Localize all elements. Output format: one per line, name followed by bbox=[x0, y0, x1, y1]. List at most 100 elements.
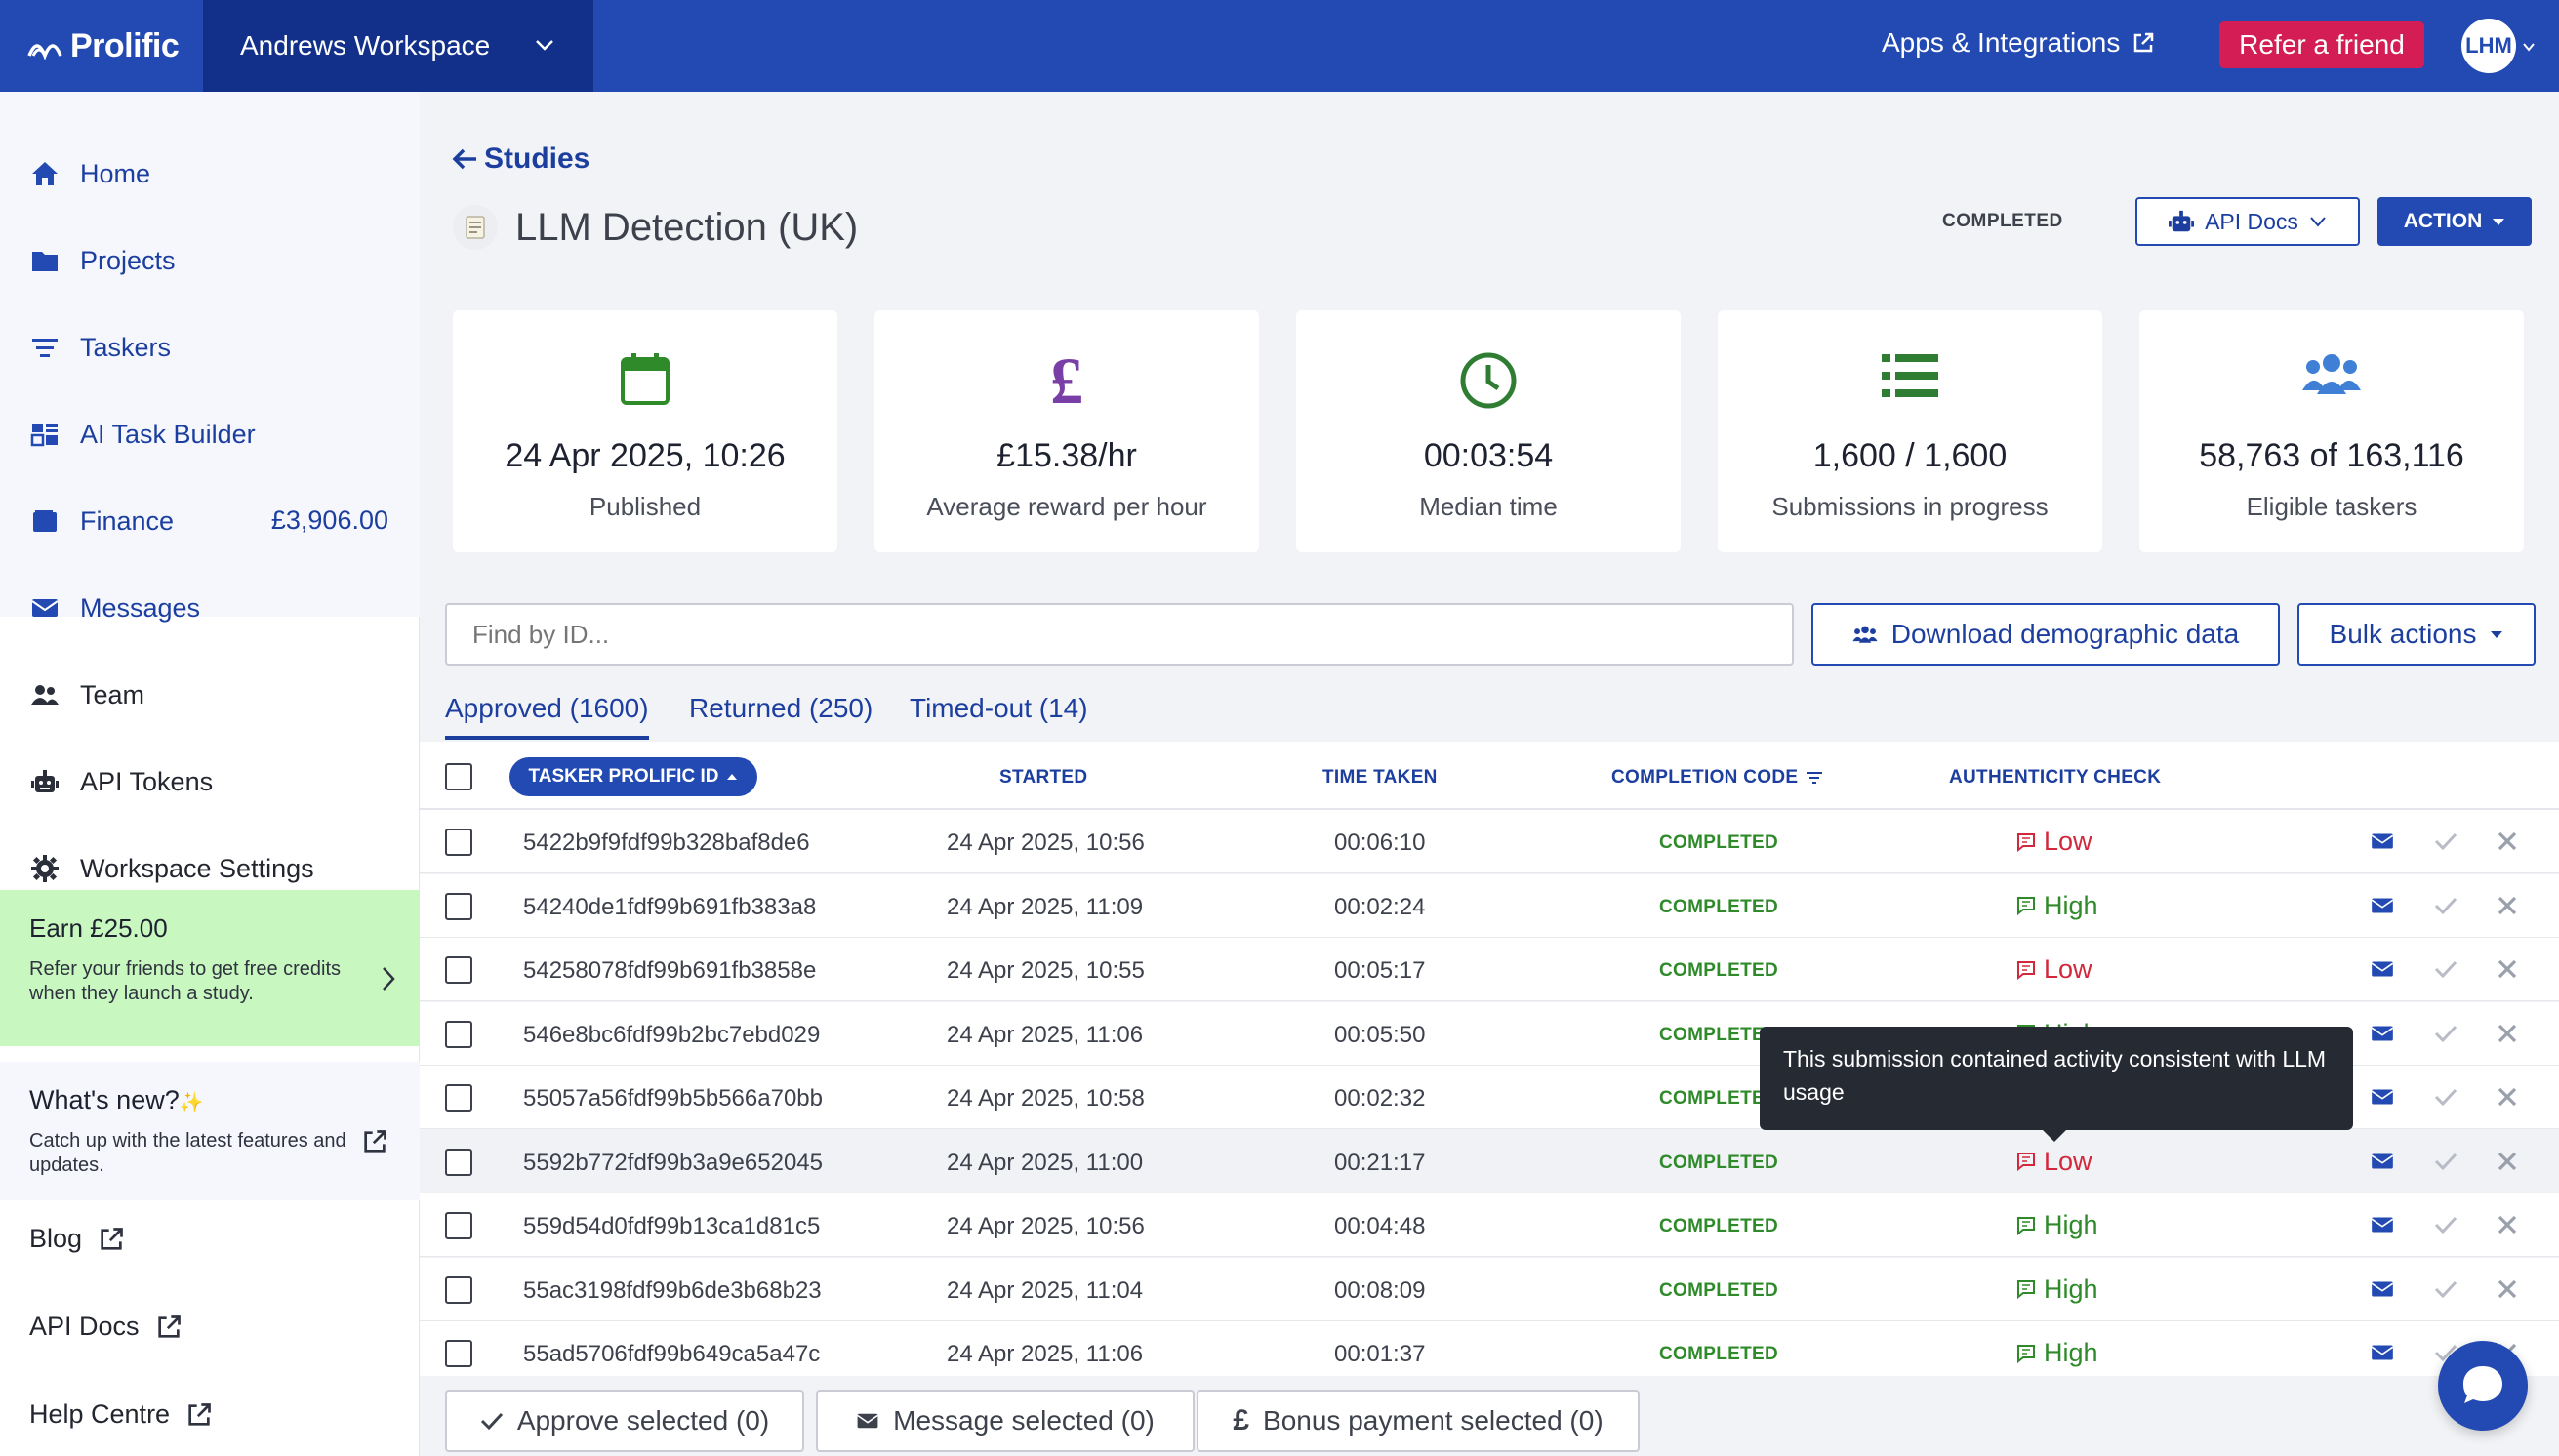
column-header-authenticity[interactable]: AUTHENTICITY CHECK bbox=[1949, 767, 2162, 788]
row-checkbox[interactable] bbox=[445, 1275, 472, 1304]
table-row[interactable]: 54258078fdf99b691fb3858e 24 Apr 2025, 10:… bbox=[420, 938, 2559, 1001]
api-docs-button[interactable]: API Docs bbox=[2135, 197, 2360, 246]
bonus-payment-button[interactable]: £ Bonus payment selected (0) bbox=[1197, 1390, 1640, 1452]
row-checkbox[interactable] bbox=[445, 1212, 472, 1239]
row-checkbox[interactable] bbox=[445, 1020, 472, 1048]
avatar[interactable]: LHM bbox=[2461, 19, 2516, 73]
select-all-checkbox[interactable] bbox=[445, 763, 472, 790]
reject-row-button[interactable] bbox=[2497, 1214, 2518, 1240]
approve-row-button[interactable] bbox=[2434, 1024, 2457, 1048]
sidebar-item-finance[interactable]: Finance £3,906.00 bbox=[0, 482, 420, 560]
message-row-button[interactable] bbox=[2370, 896, 2395, 920]
download-demographic-button[interactable]: Download demographic data bbox=[1811, 603, 2280, 666]
search-input[interactable] bbox=[445, 603, 1794, 666]
sidebar-item-messages[interactable]: Messages bbox=[0, 569, 420, 647]
prolific-logo[interactable]: Prolific bbox=[27, 23, 180, 68]
sidebar-link-api-docs[interactable]: API Docs bbox=[29, 1312, 183, 1342]
approve-row-button[interactable] bbox=[2434, 1215, 2457, 1239]
row-checkbox[interactable] bbox=[445, 1084, 472, 1112]
row-checkbox[interactable] bbox=[445, 892, 472, 920]
table-row[interactable]: 5592b772fdf99b3a9e652045 24 Apr 2025, 11:… bbox=[420, 1129, 2559, 1193]
time-taken: 00:21:17 bbox=[1334, 1149, 1426, 1176]
flag-comment-icon bbox=[2017, 1344, 2035, 1363]
gear-icon bbox=[29, 853, 61, 884]
reject-row-button[interactable] bbox=[2497, 958, 2518, 985]
tab-returned[interactable]: Returned (250) bbox=[689, 693, 873, 723]
message-row-button[interactable] bbox=[2370, 1279, 2395, 1304]
row-checkbox[interactable] bbox=[445, 829, 472, 856]
chevron-down-icon[interactable] bbox=[2521, 39, 2537, 55]
sidebar-link-help-centre[interactable]: Help Centre bbox=[29, 1399, 213, 1430]
authenticity-check[interactable]: High bbox=[2016, 1338, 2098, 1368]
sidebar-item-api-tokens[interactable]: API Tokens bbox=[0, 743, 420, 821]
arrow-left-icon bbox=[452, 148, 476, 170]
sort-up-icon bbox=[727, 774, 738, 780]
earn-referral-banner[interactable]: Earn £25.00 Refer your friends to get fr… bbox=[0, 890, 420, 1046]
chat-launcher-button[interactable] bbox=[2438, 1341, 2528, 1431]
sidebar-link-blog[interactable]: Blog bbox=[29, 1224, 125, 1254]
refer-friend-button[interactable]: Refer a friend bbox=[2219, 21, 2424, 68]
sidebar-item-taskers[interactable]: Taskers bbox=[0, 308, 420, 386]
message-row-button[interactable] bbox=[2370, 1343, 2395, 1367]
bulk-actions-button[interactable]: Bulk actions bbox=[2297, 603, 2536, 666]
back-to-studies-link[interactable]: Studies bbox=[451, 142, 589, 176]
time-taken: 00:06:10 bbox=[1334, 829, 1426, 856]
message-row-button[interactable] bbox=[2370, 1215, 2395, 1239]
authenticity-check[interactable]: Low bbox=[2016, 827, 2092, 857]
tasker-id: 54240de1fdf99b691fb383a8 bbox=[523, 893, 817, 920]
sidebar-link-label: API Docs bbox=[29, 1312, 140, 1341]
reject-row-button[interactable] bbox=[2497, 1086, 2518, 1112]
tab-timed-out[interactable]: Timed-out (14) bbox=[910, 693, 1088, 723]
authenticity-check[interactable]: Low bbox=[2016, 954, 2092, 985]
authenticity-check[interactable]: High bbox=[2016, 1210, 2098, 1240]
reject-row-button[interactable] bbox=[2497, 1023, 2518, 1049]
reject-row-button[interactable] bbox=[2497, 1151, 2518, 1177]
table-row[interactable]: 55ac3198fdf99b6de3b68b23 24 Apr 2025, 11:… bbox=[420, 1257, 2559, 1321]
approve-row-button[interactable] bbox=[2434, 1087, 2457, 1112]
external-link-icon bbox=[2134, 32, 2154, 53]
row-checkbox[interactable] bbox=[445, 956, 472, 984]
approve-row-button[interactable] bbox=[2434, 1152, 2457, 1176]
authenticity-check[interactable]: Low bbox=[2016, 1147, 2092, 1177]
whats-new-banner[interactable]: What's new?✨ Catch up with the latest fe… bbox=[0, 1062, 420, 1200]
sidebar-item-workspace-settings[interactable]: Workspace Settings bbox=[0, 829, 420, 908]
approve-row-button[interactable] bbox=[2434, 896, 2457, 920]
approve-row-button[interactable] bbox=[2434, 1279, 2457, 1304]
sidebar-item-projects[interactable]: Projects bbox=[0, 222, 420, 300]
apps-integrations-link[interactable]: Apps & Integrations bbox=[1882, 27, 2155, 59]
row-checkbox[interactable] bbox=[445, 1148, 472, 1176]
approve-row-button[interactable] bbox=[2434, 831, 2457, 856]
workspace-switcher[interactable]: Andrews Workspace bbox=[203, 0, 593, 92]
message-row-button[interactable] bbox=[2370, 1087, 2395, 1112]
sidebar-item-home[interactable]: Home bbox=[0, 135, 420, 213]
column-header-completion-code[interactable]: COMPLETION CODE bbox=[1611, 767, 1823, 789]
time-taken: 00:05:50 bbox=[1334, 1021, 1426, 1048]
envelope-icon bbox=[2371, 1281, 2394, 1296]
message-row-button[interactable] bbox=[2370, 831, 2395, 856]
sidebar-item-team[interactable]: Team bbox=[0, 656, 420, 734]
sidebar-item-ai-task-builder[interactable]: AI Task Builder bbox=[0, 395, 420, 473]
reject-row-button[interactable] bbox=[2497, 830, 2518, 857]
reject-row-button[interactable] bbox=[2497, 1278, 2518, 1305]
reject-row-button[interactable] bbox=[2497, 895, 2518, 921]
approve-selected-button[interactable]: Approve selected (0) bbox=[445, 1390, 804, 1452]
table-row[interactable]: 54240de1fdf99b691fb383a8 24 Apr 2025, 11:… bbox=[420, 873, 2559, 938]
message-row-button[interactable] bbox=[2370, 959, 2395, 984]
tab-approved[interactable]: Approved (1600) bbox=[445, 693, 649, 740]
row-checkbox[interactable] bbox=[445, 1340, 472, 1367]
sort-tasker-id-button[interactable]: TASKER PROLIFIC ID bbox=[509, 757, 757, 796]
approve-row-button[interactable] bbox=[2434, 1343, 2457, 1367]
message-row-button[interactable] bbox=[2370, 1152, 2395, 1176]
table-row[interactable]: 55ad5706fdf99b649ca5a47c 24 Apr 2025, 11:… bbox=[420, 1321, 2559, 1385]
action-button[interactable]: ACTION bbox=[2377, 197, 2532, 246]
column-header-time-taken[interactable]: TIME TAKEN bbox=[1322, 767, 1438, 788]
authenticity-check[interactable]: High bbox=[2016, 1274, 2098, 1305]
table-row[interactable]: 559d54d0fdf99b13ca1d81c5 24 Apr 2025, 10:… bbox=[420, 1193, 2559, 1257]
stat-card-submissions: 1,600 / 1,600 Submissions in progress bbox=[1718, 310, 2102, 552]
message-selected-button[interactable]: Message selected (0) bbox=[816, 1390, 1195, 1452]
authenticity-check[interactable]: High bbox=[2016, 891, 2098, 921]
table-row[interactable]: 5422b9f9fdf99b328baf8de6 24 Apr 2025, 10:… bbox=[420, 810, 2559, 873]
approve-row-button[interactable] bbox=[2434, 959, 2457, 984]
column-header-started[interactable]: STARTED bbox=[999, 767, 1088, 788]
message-row-button[interactable] bbox=[2370, 1024, 2395, 1048]
